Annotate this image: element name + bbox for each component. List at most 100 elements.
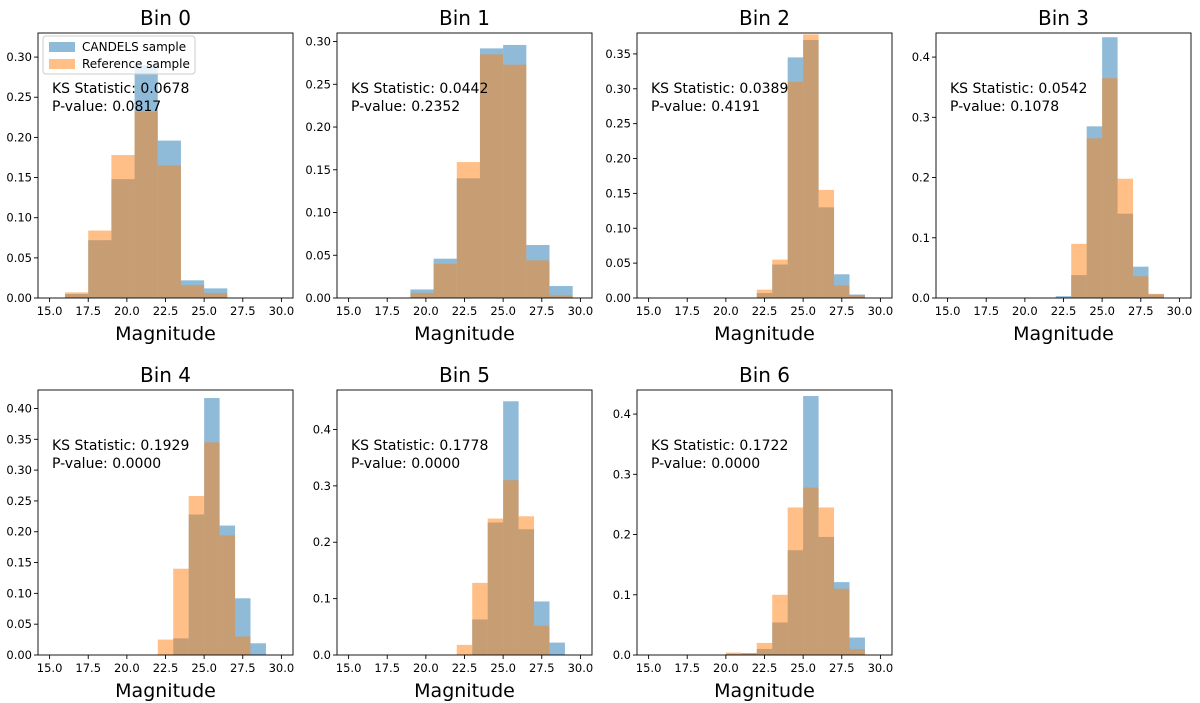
reference-bar	[787, 81, 804, 298]
p-value-label: P-value: 0.4191	[651, 99, 760, 115]
reference-bar	[487, 518, 504, 655]
y-tick-label: 0.25	[605, 117, 631, 131]
candels-bar	[549, 286, 573, 298]
y-tick-label: 0.20	[6, 525, 32, 539]
subplot-title: Bin 2	[739, 6, 790, 30]
reference-bar	[157, 639, 174, 655]
x-tick-label: 27.5	[529, 304, 555, 318]
axes-frame	[636, 32, 893, 299]
subplot-bin-6: 15.0 17.5 20.0 22.5 25.0 27.5 30.0 0.0 0.1 0.2 0.3…	[613, 363, 894, 702]
x-tick-label: 20.0	[713, 304, 739, 318]
y-tick-label: 0.0	[912, 291, 930, 305]
legend-swatch	[49, 42, 75, 52]
x-tick-label: 15.0	[636, 304, 662, 318]
reference-bar	[756, 289, 773, 298]
reference-bar	[180, 285, 205, 298]
subplot-bin-5: 15.0 17.5 20.0 22.5 25.0 27.5 30.0 0.0 0.1 0.2 0.3…	[313, 363, 594, 702]
ks-statistic-label: KS Statistic: 0.1929	[52, 438, 189, 454]
p-value-label: P-value: 0.0000	[52, 456, 161, 472]
reference-bar	[756, 642, 773, 655]
x-tick-label: 22.5	[752, 661, 778, 675]
reference-bar	[534, 625, 550, 655]
ks-statistic-label: KS Statistic: 0.0542	[950, 81, 1087, 97]
x-tick-label: 25.0	[790, 661, 816, 675]
y-tick-label: 0.0	[313, 648, 331, 662]
x-tick-label: 27.5	[529, 661, 555, 675]
x-axis-label: Magnitude	[1013, 323, 1114, 345]
p-value-label: P-value: 0.2352	[351, 99, 460, 115]
x-tick-label: 30.0	[868, 661, 894, 675]
y-tick-label: 0.30	[305, 35, 331, 49]
subplot-title: Bin 0	[140, 6, 191, 30]
x-tick-label: 30.0	[269, 304, 295, 318]
x-tick-label: 20.0	[713, 661, 739, 675]
x-tick-label: 22.5	[153, 661, 179, 675]
x-tick-label: 20.0	[413, 304, 439, 318]
y-tick-label: 0.4	[912, 50, 930, 64]
reference-bar	[219, 535, 236, 655]
reference-bar	[803, 487, 819, 655]
reference-bar	[741, 653, 757, 655]
x-axis-label: Magnitude	[115, 680, 216, 702]
y-tick-label: 0.05	[605, 256, 631, 270]
reference-bar	[503, 64, 527, 299]
y-tick-label: 0.1	[912, 231, 930, 245]
reference-bar	[526, 260, 550, 298]
reference-bar	[772, 594, 788, 655]
y-tick-label: 0.10	[6, 586, 32, 600]
reference-bar	[518, 516, 535, 655]
reference-bar	[433, 263, 457, 298]
y-tick-label: 0.30	[6, 463, 32, 477]
ks-statistic-label: KS Statistic: 0.0678	[52, 81, 189, 97]
x-axis-label: Magnitude	[414, 680, 515, 702]
y-tick-label: 0.15	[6, 556, 32, 570]
subplot-bin-1: 15.0 17.5 20.0 22.5 25.0 27.5 30.0 0.00 0.05 0.10…	[305, 6, 593, 345]
x-axis-label: Magnitude	[714, 680, 815, 702]
y-tick-label: 0.25	[305, 77, 331, 91]
subplot-title: Bin 5	[439, 363, 490, 387]
reference-bar	[111, 155, 135, 298]
ks-statistic-label: KS Statistic: 0.1722	[651, 438, 788, 454]
y-tick-label: 0.05	[6, 617, 32, 631]
reference-bar	[134, 111, 158, 299]
x-tick-label: 27.5	[230, 304, 256, 318]
axes-frame	[935, 32, 1192, 299]
subplot-bin-4: 15.0 17.5 20.0 22.5 25.0 27.5 30.0 0.00 0.05 0.10…	[6, 363, 294, 702]
reference-bar	[1086, 138, 1103, 298]
x-tick-label: 17.5	[674, 661, 700, 675]
p-value-label: P-value: 0.0000	[351, 456, 460, 472]
reference-bar	[503, 480, 519, 655]
legend-label: Reference sample	[82, 57, 190, 71]
candels-bar	[1055, 296, 1072, 298]
x-tick-label: 17.5	[674, 304, 700, 318]
x-tick-label: 30.0	[1167, 304, 1193, 318]
x-tick-label: 15.0	[37, 304, 63, 318]
x-tick-label: 22.5	[452, 304, 478, 318]
x-axis-label: Magnitude	[414, 323, 515, 345]
x-tick-label: 30.0	[269, 661, 295, 675]
y-tick-label: 0.15	[305, 163, 331, 177]
y-tick-label: 0.4	[613, 407, 631, 421]
reference-bar	[787, 507, 804, 655]
subplot-title: Bin 6	[739, 363, 790, 387]
y-tick-label: 0.20	[305, 120, 331, 134]
x-tick-label: 17.5	[75, 661, 101, 675]
y-tick-label: 0.10	[605, 221, 631, 235]
subplot-bin-2: 15.0 17.5 20.0 22.5 25.0 27.5 30.0 0.00 0.05 0.10…	[605, 6, 893, 345]
x-tick-label: 22.5	[153, 304, 179, 318]
reference-bar	[235, 636, 251, 655]
x-tick-label: 17.5	[374, 304, 400, 318]
x-axis-label: Magnitude	[115, 323, 216, 345]
y-tick-label: 0.00	[6, 648, 32, 662]
x-tick-label: 15.0	[935, 304, 961, 318]
x-tick-label: 25.0	[191, 304, 217, 318]
legend-label: CANDELS sample	[82, 40, 186, 54]
x-tick-label: 22.5	[752, 304, 778, 318]
x-tick-label: 15.0	[636, 661, 662, 675]
axes-frame	[636, 389, 893, 656]
reference-bar	[803, 34, 819, 298]
candels-bar	[549, 642, 565, 655]
ks-statistic-label: KS Statistic: 0.1778	[351, 438, 488, 454]
x-tick-label: 15.0	[37, 661, 63, 675]
legend-swatch	[49, 59, 75, 69]
